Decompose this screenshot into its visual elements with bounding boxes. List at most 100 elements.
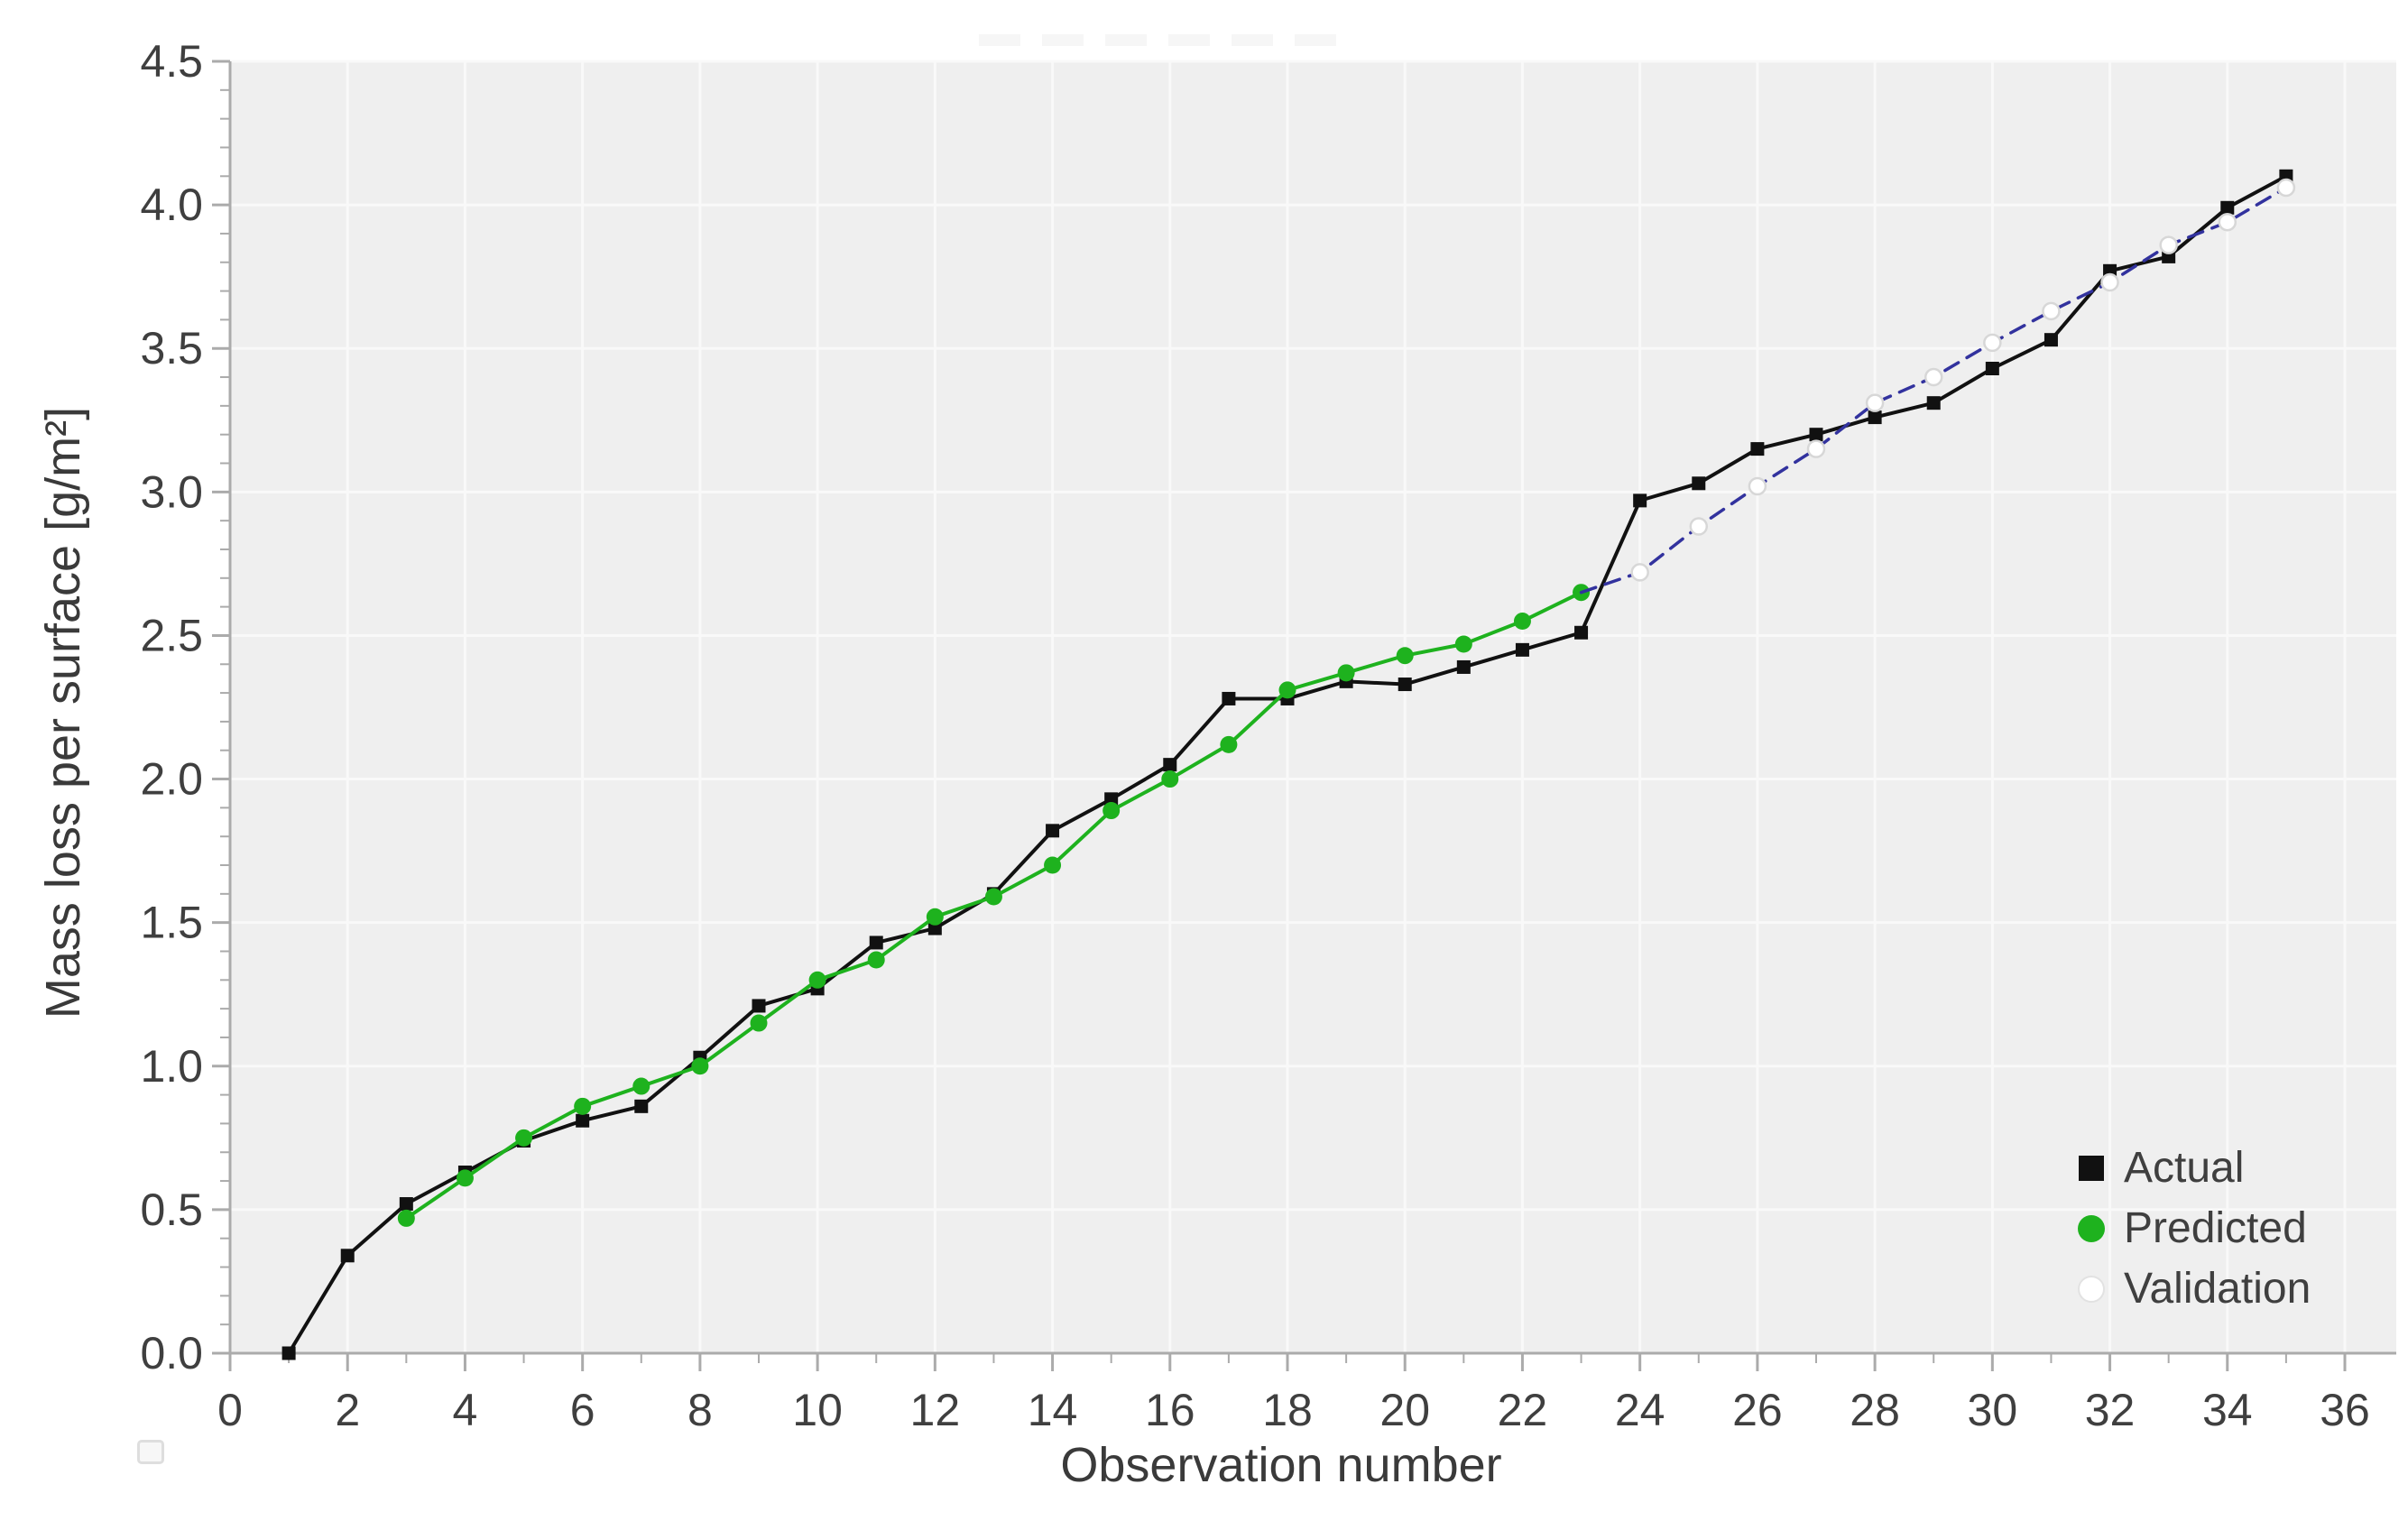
data-point-predicted: [1278, 681, 1296, 699]
x-tick-label: 22: [1498, 1385, 1548, 1435]
data-point-predicted: [1161, 770, 1179, 788]
data-point-actual: [2220, 200, 2235, 215]
legend-item-predicted: Predicted: [2071, 1204, 2311, 1252]
legend-label-predicted: Predicted: [2124, 1204, 2307, 1252]
data-point-validation: [2159, 235, 2178, 254]
data-point-predicted: [1220, 735, 1238, 753]
data-point-actual: [1926, 396, 1941, 410]
data-point-actual: [1398, 678, 1412, 692]
data-point-predicted: [1103, 802, 1121, 820]
actual-square-icon: [2071, 1155, 2111, 1181]
data-point-validation: [1630, 563, 1649, 582]
data-point-predicted: [574, 1097, 592, 1115]
data-point-validation: [1865, 393, 1885, 412]
data-point-actual: [1868, 410, 1882, 425]
legend-label-actual: Actual: [2124, 1144, 2245, 1192]
data-point-validation: [1983, 333, 2002, 353]
legend-item-validation: Validation: [2071, 1265, 2311, 1313]
x-tick-label: 14: [1028, 1385, 1078, 1435]
data-point-predicted: [1513, 613, 1531, 631]
x-tick-label: 2: [335, 1385, 360, 1435]
data-point-predicted: [397, 1209, 415, 1227]
x-tick-label: 24: [1615, 1385, 1665, 1435]
data-point-actual: [1163, 758, 1177, 772]
data-point-actual: [752, 999, 766, 1013]
data-point-actual: [576, 1113, 590, 1128]
x-tick-label: 12: [910, 1385, 961, 1435]
predicted-circle-icon: [2071, 1214, 2111, 1242]
data-point-predicted: [456, 1169, 474, 1187]
data-point-predicted: [867, 951, 885, 969]
data-point-validation: [2276, 178, 2296, 198]
data-point-predicted: [750, 1014, 768, 1032]
y-tick-label: 2.0: [140, 754, 203, 805]
x-tick-label: 8: [687, 1385, 713, 1435]
cropped-text-artifact: [979, 34, 1349, 46]
data-point-predicted: [926, 908, 944, 926]
data-point-actual: [399, 1197, 413, 1212]
x-tick-label: 26: [1732, 1385, 1783, 1435]
y-tick-label: 2.5: [140, 610, 203, 660]
y-tick-label: 4.0: [140, 180, 203, 230]
legend: Actual Predicted Validation: [2071, 1144, 2311, 1313]
data-point-actual: [340, 1249, 355, 1263]
y-tick-label: 0.0: [140, 1328, 203, 1378]
data-point-actual: [869, 936, 883, 950]
x-tick-label: 16: [1145, 1385, 1195, 1435]
y-tick-label: 1.0: [140, 1041, 203, 1092]
data-point-predicted: [515, 1129, 533, 1147]
x-tick-label: 32: [2085, 1385, 2136, 1435]
data-point-predicted: [1396, 647, 1414, 665]
data-point-actual: [1046, 824, 1060, 838]
data-point-actual: [1809, 428, 1823, 442]
x-tick-label: 18: [1262, 1385, 1313, 1435]
data-point-validation: [1748, 476, 1767, 496]
x-tick-label: 30: [1968, 1385, 2018, 1435]
x-tick-label: 20: [1379, 1385, 1430, 1435]
data-point-actual: [634, 1099, 649, 1113]
data-point-predicted: [1337, 664, 1355, 682]
y-axis-title: Mass loss per surface [g/m²]: [36, 407, 90, 1019]
data-point-validation: [1806, 439, 1826, 458]
x-tick-label: 0: [217, 1385, 243, 1435]
data-point-actual: [927, 921, 942, 936]
data-point-actual: [1456, 659, 1471, 674]
data-point-validation: [2218, 212, 2237, 232]
data-point-actual: [1574, 625, 1589, 640]
cropped-ui-artifact: [137, 1440, 164, 1464]
x-tick-label: 10: [792, 1385, 843, 1435]
y-tick-label: 3.0: [140, 466, 203, 517]
x-tick-label: 34: [2202, 1385, 2253, 1435]
data-point-actual: [1104, 792, 1119, 807]
x-tick-label: 36: [2320, 1385, 2370, 1435]
data-point-actual: [1222, 691, 1236, 705]
plot-area: [230, 61, 2396, 1353]
data-point-actual: [1633, 493, 1647, 508]
x-tick-label: 6: [570, 1385, 595, 1435]
y-tick-label: 3.5: [140, 323, 203, 373]
data-point-predicted: [1454, 635, 1472, 653]
data-point-actual: [281, 1346, 296, 1360]
data-point-actual: [1692, 476, 1706, 491]
validation-circle-icon: [2071, 1275, 2111, 1303]
legend-label-validation: Validation: [2124, 1265, 2311, 1313]
data-point-validation: [1689, 517, 1709, 536]
y-tick-label: 4.5: [140, 36, 203, 87]
x-tick-label: 4: [453, 1385, 478, 1435]
data-point-validation: [2042, 301, 2061, 321]
y-tick-label: 0.5: [140, 1185, 203, 1235]
data-point-predicted: [632, 1077, 650, 1095]
data-point-validation: [2100, 272, 2119, 292]
data-point-actual: [1750, 442, 1765, 456]
data-point-predicted: [808, 971, 826, 989]
x-axis-title: Observation number: [1060, 1438, 1501, 1492]
data-point-predicted: [691, 1057, 709, 1075]
data-point-predicted: [1044, 856, 1062, 874]
data-point-actual: [1515, 642, 1529, 657]
y-tick-label: 1.5: [140, 898, 203, 948]
data-point-actual: [2044, 333, 2058, 347]
data-point-predicted: [984, 888, 1002, 906]
data-point-validation: [1924, 367, 1943, 387]
